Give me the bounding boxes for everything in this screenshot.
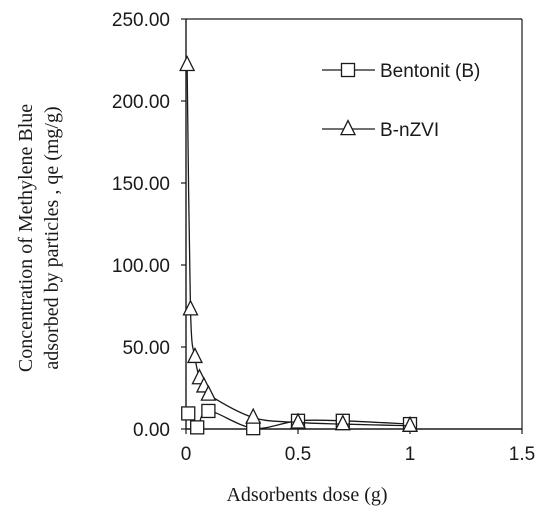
y-tick-label: 200.00 xyxy=(112,92,170,113)
y-axis-title: Concentration of Methylene Blue adsorbed… xyxy=(15,104,63,372)
y-tick-label: 150.00 xyxy=(112,174,170,195)
series-layer xyxy=(179,55,419,436)
x-tick-label: 1 xyxy=(405,444,416,465)
legend: Bentonit (B) B-nZVI xyxy=(322,61,480,141)
triangle-point xyxy=(200,384,217,401)
y-axis-title-line-1: Concentration of Methylene Blue xyxy=(15,104,37,372)
square-point xyxy=(190,420,205,435)
triangle-point xyxy=(186,346,204,364)
series-b-nzvi xyxy=(179,55,419,432)
x-tick-label: 0 xyxy=(181,444,192,465)
legend-item: B-nZVI xyxy=(322,119,439,141)
x-axis-ticks: 0 0.5 1 1.5 xyxy=(181,429,535,465)
x-tick-label: 1.5 xyxy=(509,444,535,465)
square-point xyxy=(181,406,196,421)
y-axis-title-line-2: adsorbed by particles , qe (mg/g) xyxy=(41,106,63,369)
legend-label: B-nZVI xyxy=(380,120,439,141)
x-tick-label: 0.5 xyxy=(285,444,311,465)
triangle-point xyxy=(245,407,262,424)
y-tick-label: 50.00 xyxy=(122,338,170,359)
x-axis-title: Adsorbents dose (g) xyxy=(226,484,387,506)
triangle-point xyxy=(289,412,307,429)
triangle-point xyxy=(401,415,419,432)
square-point xyxy=(201,403,216,419)
triangle-point xyxy=(182,299,199,316)
legend-marker xyxy=(339,119,357,136)
y-axis-ticks: 0.00 50.00 100.00 150.00 200.00 250.00 xyxy=(112,10,186,441)
legend-marker xyxy=(340,62,356,78)
y-tick-label: 250.00 xyxy=(112,10,170,31)
plot-frame xyxy=(185,18,523,430)
series-line xyxy=(186,64,411,427)
y-tick-label: 0.00 xyxy=(133,420,170,441)
triangle-point xyxy=(334,414,351,431)
triangle-point xyxy=(179,55,196,72)
legend-label: Bentonit (B) xyxy=(380,61,480,82)
legend-item: Bentonit (B) xyxy=(322,61,480,82)
y-tick-label: 100.00 xyxy=(112,256,170,277)
